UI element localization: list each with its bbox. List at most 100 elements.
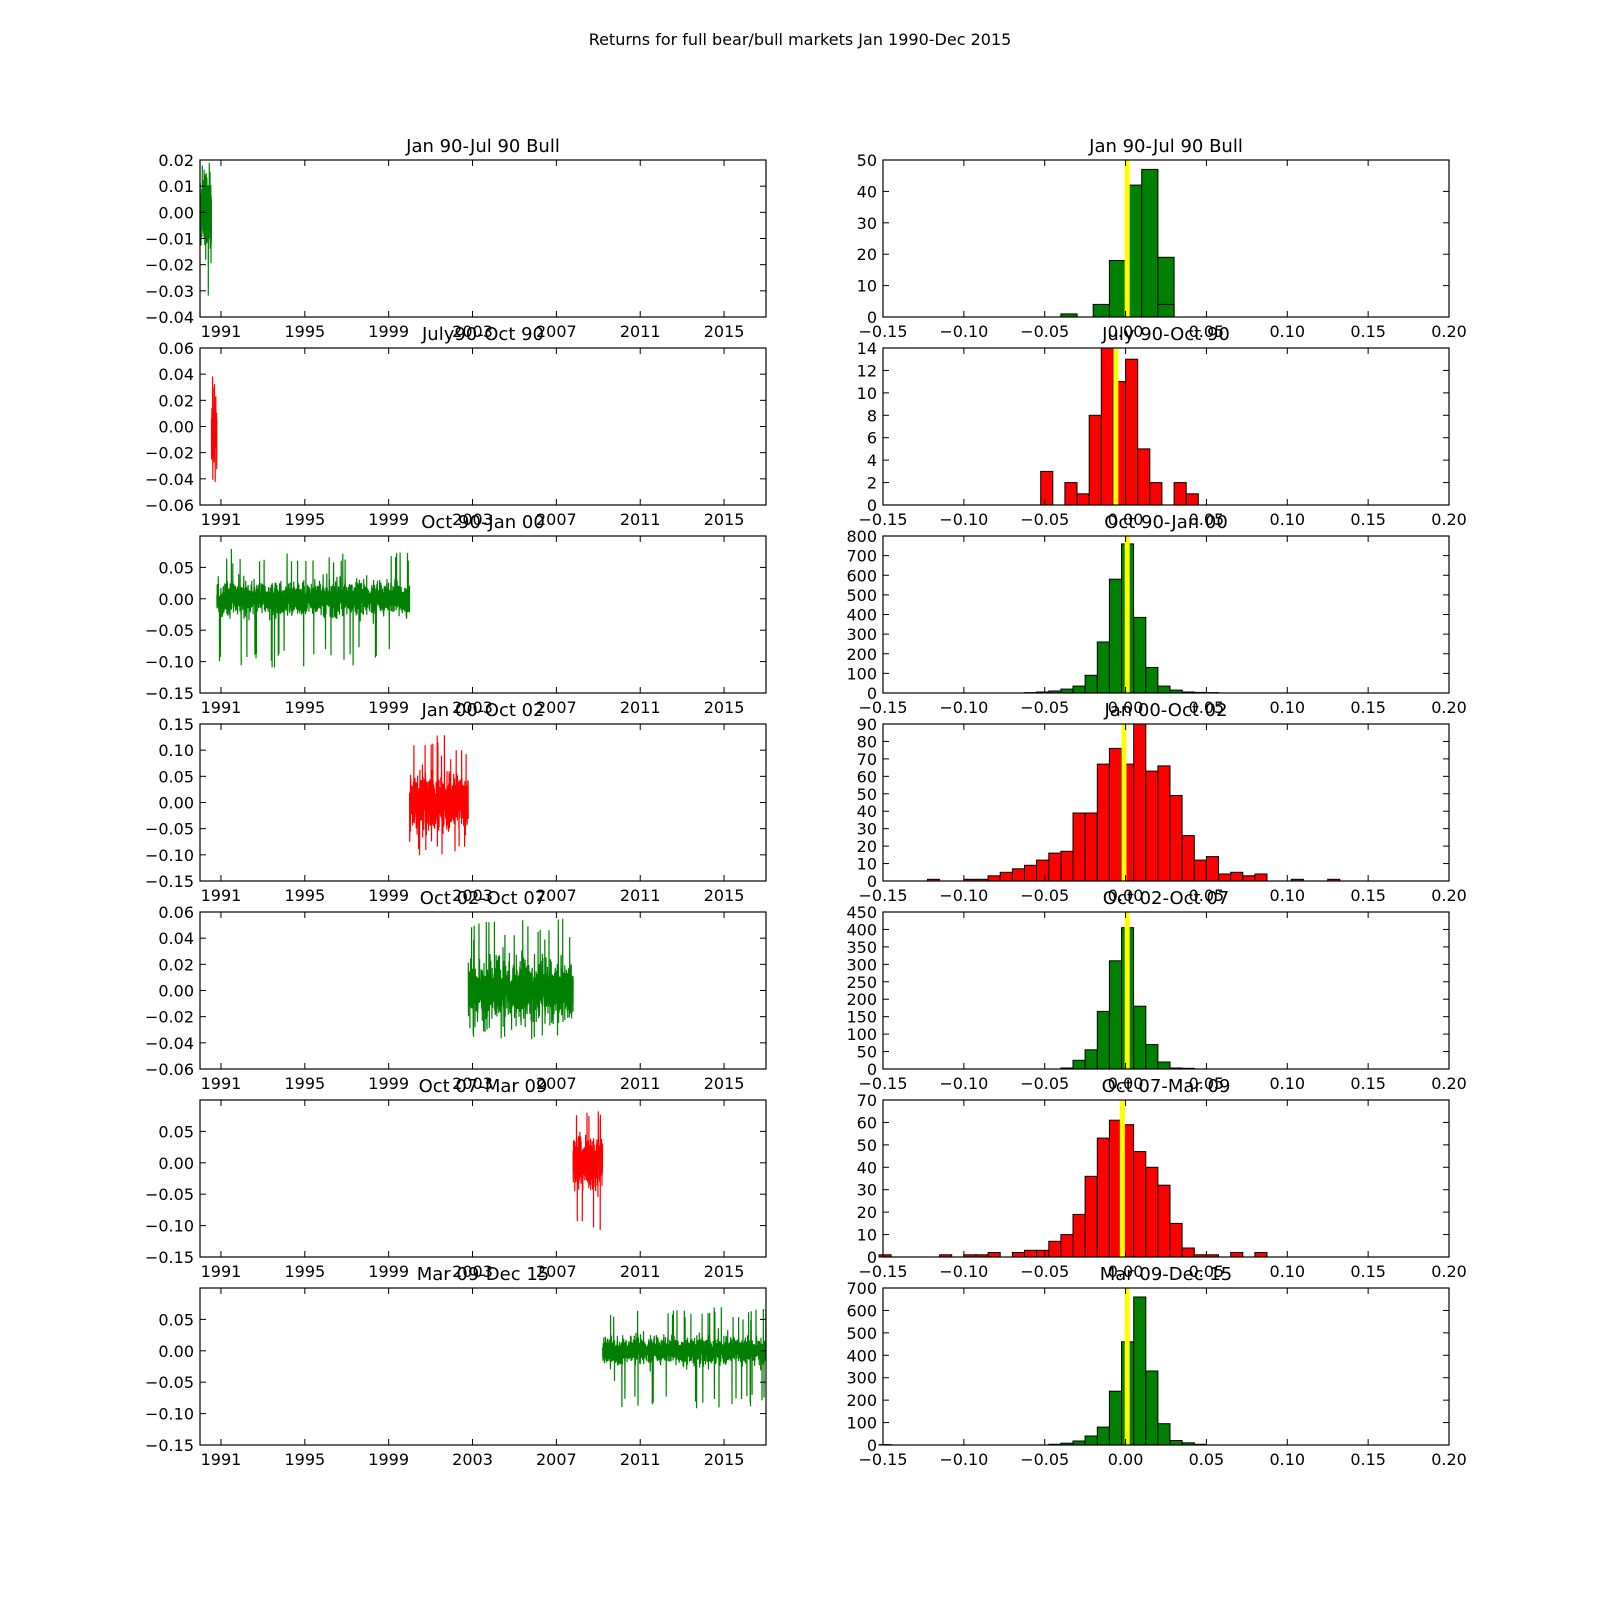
plot-frame [882,535,1450,694]
y-tick-label: 300 [846,1369,877,1388]
y-tick-label: 0.02 [158,391,194,410]
x-tick-label: −0.15 [858,886,907,905]
x-tick-label: −0.15 [858,1450,907,1469]
panel-title: Oct 90-Jan 00 [421,512,545,533]
x-tick-label: 0.15 [1350,886,1386,905]
y-tick-label: 0.00 [158,1342,194,1361]
timeseries-panel-1: Jan 90-Jul 90 Bull 0.02 0.01 0.00 −0.01 −0.02… [145,136,767,341]
y-tick-label: 40 [857,802,877,821]
y-tick-label: 0 [867,308,877,327]
x-tick-label: 1999 [368,886,409,905]
y-tick-label: 0.05 [158,558,194,577]
x-tick-label: −0.10 [939,1262,988,1281]
x-tick-label: −0.10 [939,886,988,905]
y-tick-label: −0.05 [145,1185,194,1204]
y-tick-label: 40 [857,182,877,201]
x-tick-label: 1995 [284,322,325,341]
plot-frame [199,911,767,1070]
x-tick-label: −0.15 [858,1262,907,1281]
y-tick-label: 0 [867,1248,877,1267]
histogram-bar [1108,1119,1123,1258]
x-tick-label: −0.15 [858,1074,907,1093]
histogram-bar [1024,864,1038,882]
x-tick-label: 0.10 [1269,322,1305,341]
y-tick-label: 50 [857,151,877,170]
x-tick-label: −0.10 [939,698,988,717]
histogram-bar [1169,1440,1183,1446]
x-tick-label: 0.05 [1189,322,1225,341]
x-tick-label: 0.05 [1189,510,1225,529]
y-tick-label: 0 [867,872,877,891]
y-tick-label: −0.10 [145,653,194,672]
histogram-bar [1133,1005,1147,1070]
histogram-bar [1092,303,1110,318]
x-tick-label: 2015 [704,1450,745,1469]
y-tick-label: −0.04 [145,308,194,327]
histogram-bar [1193,859,1207,882]
x-tick-label: −0.05 [1020,322,1069,341]
y-tick-label: 0.00 [158,794,194,813]
plot-frame [882,1099,1450,1258]
histogram-bar [1141,168,1159,318]
x-tick-label: 1995 [284,510,325,529]
y-tick-label: −0.02 [145,1008,194,1027]
histogram-bar [1230,871,1244,882]
y-tick-label: −0.05 [145,820,194,839]
panel-title: Oct 02-Oct 07 [420,888,547,909]
x-tick-label: 2003 [452,322,493,341]
histogram-bar [1230,1252,1244,1258]
timeseries-panel-5: Oct 02-Oct 07 0.06 0.04 0.02 0.00 −0.02 −0.04 −… [145,888,767,1093]
panel-title: Jan 00-Oct 02 [1103,700,1227,721]
x-tick-label: 0.00 [1108,510,1144,529]
histogram-bar [1072,812,1086,882]
y-tick-label: 0.00 [158,1154,194,1173]
histogram-bar [1108,960,1123,1070]
y-tick-label: −0.03 [145,282,194,301]
y-tick-label: 20 [857,245,877,264]
x-tick-label: 2003 [452,886,493,905]
y-tick-label: −0.15 [145,1436,194,1455]
histogram-bar [1084,1049,1098,1070]
timeseries-panel-7: Mar 09-Dec 15 0.05 0.00 −0.05 −0.10 −0.15 1991… [145,1264,767,1469]
histogram-bar [1108,1390,1123,1446]
x-tick-label: 0.10 [1269,698,1305,717]
y-tick-label: 0.05 [158,1310,194,1329]
x-tick-label: 0.10 [1269,886,1305,905]
histogram-bar [1060,1234,1074,1258]
plot-frame [199,159,767,318]
y-tick-label: −0.05 [145,1373,194,1392]
x-tick-label: 1991 [201,1450,242,1469]
x-tick-label: −0.10 [939,1450,988,1469]
x-tick-label: 1991 [201,886,242,905]
x-tick-label: 2007 [536,510,577,529]
returns-series-line [467,918,574,1040]
y-tick-label: 30 [857,820,877,839]
timeseries-panel-3: Oct 90-Jan 00 0.05 0.00 −0.05 −0.10 −0.15 1991… [145,512,767,717]
histogram-bar [1133,616,1147,694]
panel-title: Oct 07-Mar 09 [419,1076,548,1097]
histogram-bar [1185,493,1199,506]
y-tick-label: 20 [857,837,877,856]
y-tick-label: 150 [846,1008,877,1027]
plot-frame [199,1287,767,1446]
timeseries-panel-4: Jan 00-Oct 02 0.15 0.10 0.05 0.00 −0.05 −0.10 −… [145,700,767,905]
x-tick-label: 0.05 [1189,1074,1225,1093]
histogram-bar [1076,493,1090,506]
x-tick-label: −0.05 [1020,1450,1069,1469]
x-tick-label: 1991 [201,322,242,341]
x-tick-label: 2007 [536,322,577,341]
y-tick-label: 0.05 [158,1122,194,1141]
x-tick-label: 2015 [704,886,745,905]
x-tick-label: 2011 [620,698,661,717]
histogram-bar [1048,852,1062,882]
x-tick-label: 0.10 [1269,1450,1305,1469]
panel-title: Oct 02-Oct 07 [1103,888,1230,909]
x-tick-label: 0.10 [1269,1262,1305,1281]
y-tick-label: 0 [867,1060,877,1079]
x-tick-label: 1999 [368,1074,409,1093]
x-tick-label: 2011 [620,1074,661,1093]
x-tick-label: −0.15 [858,698,907,717]
timeseries-panel-2: July90-Oct 90 0.06 0.04 0.02 0.00 −0.02 −0.04 −… [145,324,767,529]
y-tick-label: 500 [846,586,877,605]
y-tick-label: 12 [857,361,877,380]
